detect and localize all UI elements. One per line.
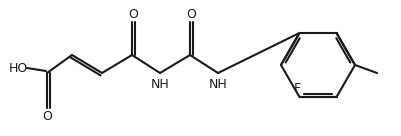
Text: NH: NH: [151, 78, 169, 90]
Text: O: O: [42, 110, 52, 123]
Text: O: O: [186, 7, 196, 21]
Text: HO: HO: [8, 61, 28, 75]
Text: F: F: [294, 82, 301, 95]
Text: NH: NH: [209, 78, 227, 90]
Text: O: O: [128, 7, 138, 21]
